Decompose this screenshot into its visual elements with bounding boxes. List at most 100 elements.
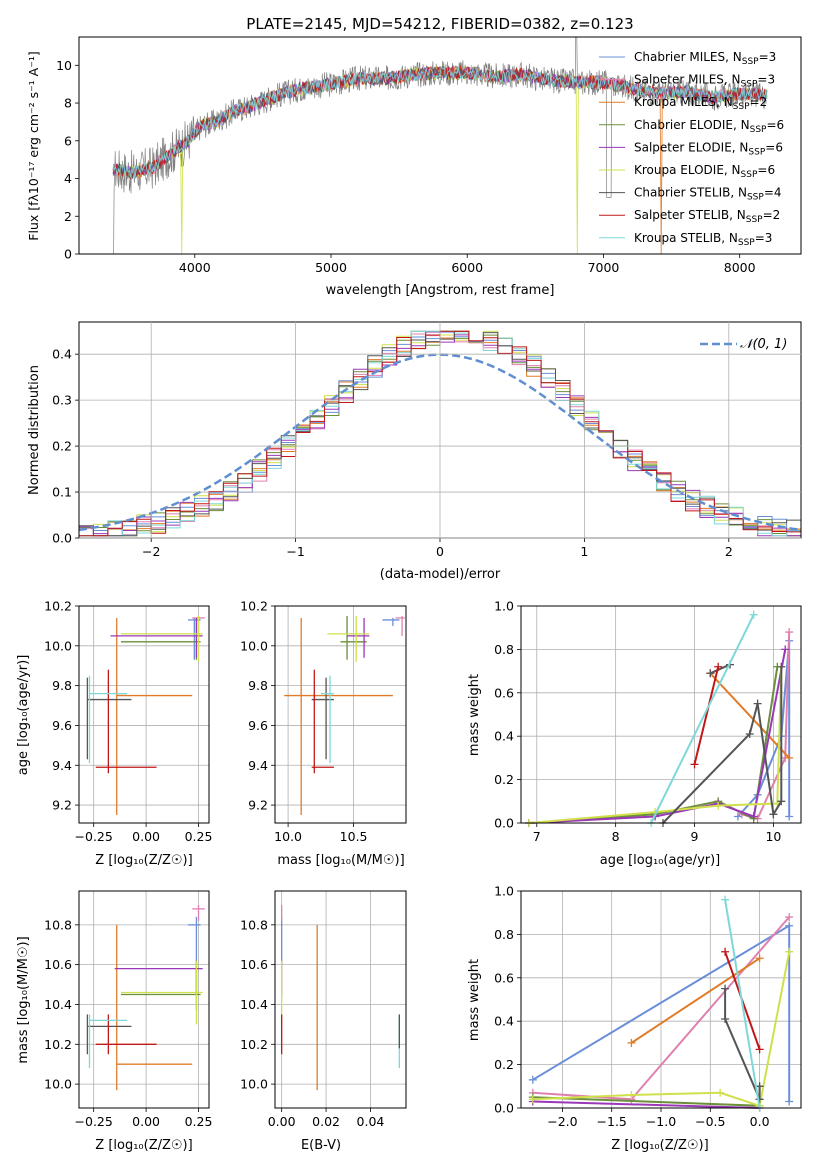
weightZ-point (755, 1045, 764, 1054)
ageZ-xtick-label: 0.25 (185, 829, 213, 844)
spectrum-xtick-label: 4000 (179, 260, 211, 275)
weightZ-point (785, 947, 794, 956)
weightAge-point (745, 730, 754, 739)
weightAge-point (777, 797, 786, 806)
weightZ-point (721, 1015, 730, 1024)
massZ-ylabel: mass [log₁₀(M/M☉)] (16, 936, 31, 1063)
ageZ-ytick-label: 10.2 (44, 599, 72, 614)
spectrum-ytick-label: 10 (56, 58, 72, 73)
weightAge-ytick-label: 0.8 (494, 642, 514, 657)
weightZ-line (724, 899, 761, 1109)
ageMass-axes-frame (274, 605, 407, 824)
spectrum-panel: 4000 5000 6000 7000 8000 0 2 4 6 8 10 wavelength [… (26, 36, 802, 298)
legend-label: Kroupa STELIB, NSSP=3 (634, 231, 772, 248)
ageZ-ytick-label: 9.2 (52, 798, 72, 813)
weight-vs-age-panel: 7 8 9 10 0.0 0.2 0.4 0.6 0.8 1.0 (494, 599, 802, 844)
massEBV-axes-frame (274, 890, 407, 1109)
ageMass-xtick-label: 10.5 (340, 829, 368, 844)
ageZ-ytick-label: 9.4 (52, 758, 72, 773)
weightAge-axes-frame (520, 605, 802, 824)
spectrum-ytick-label: 8 (64, 96, 72, 111)
weightZ-ytick-label: 1.0 (494, 884, 514, 899)
ageMass-xlabel: mass [log₁₀(M/M☉)] (277, 853, 404, 868)
ageMass-ytick-label: 9.6 (248, 718, 268, 733)
spectrum-legend: Chabrier MILES, NSSP=3 Salpeter MILES, NS… (599, 50, 784, 248)
weightZ-point (528, 1075, 537, 1084)
histogram-xtick-label: −1 (286, 544, 304, 559)
weightZ-point (785, 1097, 794, 1106)
weightAge-point (785, 753, 794, 762)
spectrum-xtick-label: 5000 (315, 260, 347, 275)
weightAge-line (528, 666, 783, 824)
histogram-panel: −2 −1 0 1 2 0.0 0.1 0.2 0.3 0.4 (data-model)/erro… (27, 321, 802, 582)
histogram-xlabel: (data-model)/error (380, 567, 501, 582)
ageZ-ytick-label: 9.6 (52, 718, 72, 733)
weightZ-line (532, 1100, 760, 1109)
histogram-ytick-label: 0.2 (52, 439, 72, 454)
weightAge-xtick-label: 9 (691, 829, 699, 844)
weightAge-point (785, 628, 794, 637)
massZ-ytick-label: 10.8 (44, 917, 72, 932)
weightZ-ytick-label: 0.6 (494, 970, 514, 985)
massEBV-ytick-label: 10.4 (240, 997, 268, 1012)
weightAge-point (781, 645, 790, 654)
massZ-xtick-label: 0.00 (132, 1114, 160, 1129)
spectrum-xtick-label: 7000 (588, 260, 620, 275)
weightZ-point (721, 947, 730, 956)
ageZ-ylabel: age [log₁₀(age/yr)] (16, 655, 31, 776)
weightZ-xlabel: Z [log₁₀(Z/Z☉)] (611, 1138, 708, 1153)
weightAge-ytick-label: 0.6 (494, 685, 514, 700)
legend-label: Salpeter STELIB, NSSP=2 (634, 208, 780, 225)
mass-vs-ebv-panel: 0.00 0.02 0.04 10.0 10.2 10.4 10.6 10.8 (240, 890, 407, 1129)
ageMass-ytick-label: 10.0 (240, 638, 268, 653)
spectrum-xtick-label: 6000 (451, 260, 483, 275)
massEBV-xlabel: E(B-V) (301, 1138, 341, 1153)
spectrum-ytick-label: 6 (64, 133, 72, 148)
massEBV-xtick-label: 0.04 (357, 1114, 385, 1129)
ageZ-xtick-label: −0.25 (75, 829, 113, 844)
weightAge-point (714, 801, 723, 810)
weightAge-point (749, 610, 758, 619)
weightAge-point (706, 669, 715, 678)
legend-label: Kroupa MILES, NSSP=2 (634, 95, 767, 112)
massEBV-ytick-label: 10.0 (240, 1077, 268, 1092)
weightZ-ytick-label: 0.4 (494, 1014, 514, 1029)
massZ-xlabel: Z [log₁₀(Z/Z☉)] (95, 1138, 192, 1153)
spectrum-xlabel: wavelength [Angstrom, rest frame] (326, 283, 555, 298)
spectrum-model-line (112, 65, 768, 179)
histogram-ylabel: Normed distribution (27, 365, 42, 495)
spectrum-ytick-label: 4 (64, 171, 72, 186)
spectrum-axes-frame (78, 36, 802, 255)
histogram-xtick-label: 2 (725, 544, 733, 559)
histogram-legend-label: 𝒩(0, 1) (740, 337, 787, 352)
massEBV-xtick-label: 0.00 (268, 1114, 296, 1129)
weightZ-point (627, 1038, 636, 1047)
weightAge-line (709, 663, 731, 675)
weightZ-ylabel: mass weight (467, 959, 482, 1041)
spectrum-ytick-label: 2 (64, 209, 72, 224)
massEBV-ytick-label: 10.6 (240, 957, 268, 972)
weightAge-ytick-label: 0.0 (494, 816, 514, 831)
massEBV-xtick-label: 0.02 (312, 1114, 340, 1129)
weightAge-xtick-label: 7 (533, 829, 541, 844)
ageMass-ytick-label: 9.4 (248, 758, 268, 773)
histogram-ytick-label: 0.4 (52, 347, 72, 362)
age-vs-mass-panel: 10.0 10.5 9.2 9.4 9.6 9.8 10.0 10.2 (240, 599, 407, 844)
histogram-ytick-label: 0.0 (52, 531, 72, 546)
weightAge-ylabel: mass weight (467, 674, 482, 756)
weightAge-point (749, 812, 758, 821)
histogram-step-line (79, 330, 801, 537)
weightAge-xlabel: age [log₁₀(age/yr)] (600, 853, 721, 868)
histogram-normal-curve (78, 353, 799, 532)
weightAge-point (690, 760, 699, 769)
legend-label: Kroupa ELODIE, NSSP=6 (634, 163, 775, 180)
weightZ-axes-frame (520, 890, 802, 1109)
spectrum-ylabel: Flux [fλ10⁻¹⁷ erg cm⁻² s⁻¹ A⁻¹] (26, 51, 41, 240)
weightAge-xtick-label: 8 (612, 829, 620, 844)
massZ-xtick-label: 0.25 (185, 1114, 213, 1129)
weightZ-point (627, 1090, 636, 1099)
weightAge-line (662, 666, 783, 824)
massZ-axes-frame (78, 890, 210, 1109)
legend-label: Chabrier MILES, NSSP=3 (634, 50, 776, 67)
legend-label: Salpeter ELODIE, NSSP=6 (634, 140, 783, 157)
